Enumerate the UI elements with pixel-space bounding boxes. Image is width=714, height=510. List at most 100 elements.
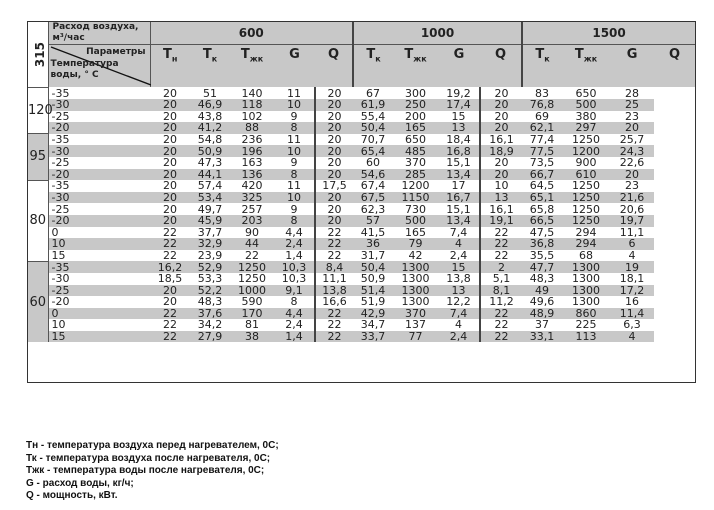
params-header: Параметры Температура воды, ° С bbox=[48, 44, 151, 88]
table-cell: 22 bbox=[314, 238, 353, 250]
table-cell: 48,3 bbox=[529, 272, 555, 286]
table-cell: 60 bbox=[366, 156, 380, 170]
table-cell: 16,1 bbox=[478, 203, 523, 215]
airflow-1000: 1000 bbox=[351, 22, 523, 46]
column-header: Tк bbox=[352, 44, 393, 88]
table-cell: 20,6 bbox=[619, 202, 645, 216]
table-cell: 17,4 bbox=[438, 99, 480, 111]
table-cell: 38 bbox=[230, 330, 274, 343]
table-cell: 22 bbox=[163, 248, 177, 262]
table-cell: 22 bbox=[478, 319, 523, 331]
table-row: -20 20 48,3 590 8 16,6 51,9 1300 12,2 11,2 49,6 130… bbox=[28, 296, 695, 308]
table-cell: 1300 bbox=[393, 261, 438, 273]
table-cell: 51,4 bbox=[353, 284, 393, 297]
table-cell: 17,5 bbox=[314, 180, 353, 192]
table-cell: 22 bbox=[150, 238, 190, 250]
water-temp-cell: 120 bbox=[28, 86, 53, 134]
table-cell: 2,4 bbox=[438, 330, 480, 343]
table-cell: 9 bbox=[290, 109, 298, 123]
table-cell: 1300 bbox=[401, 272, 430, 286]
table-cell: 81 bbox=[245, 318, 259, 332]
table-cell: 13 bbox=[438, 122, 480, 134]
table-cell: 18,5 bbox=[157, 272, 183, 286]
table-cell: 294 bbox=[575, 225, 597, 239]
column-header: Tк bbox=[521, 44, 563, 88]
table-row: 10 22 32,9 44 2,4 22 36 79 4 22 36,8 294 6 bbox=[28, 238, 695, 250]
table-cell: 50,4 bbox=[353, 122, 393, 134]
table-cell: 17,2 bbox=[610, 284, 655, 297]
table-cell: 22 bbox=[245, 248, 259, 262]
table-cell: 19,2 bbox=[446, 86, 471, 100]
column-symbol: T bbox=[240, 47, 250, 63]
table-cell: 62,3 bbox=[360, 202, 386, 216]
table-cell: 1200 bbox=[401, 179, 430, 193]
table-cell: 50,9 bbox=[360, 272, 386, 286]
table-cell: 500 bbox=[562, 99, 611, 111]
table-cell: 33,7 bbox=[353, 330, 393, 343]
table-cell: 18,4 bbox=[446, 132, 471, 146]
table-cell: 22 bbox=[314, 226, 353, 239]
table-row: 60 -35 16,2 52,9 1250 10,3 8,4 50,4 1300 15 2 47,7 1… bbox=[28, 260, 695, 343]
table-cell: -25 bbox=[51, 109, 70, 123]
table-cell: 25,7 bbox=[619, 132, 645, 146]
table-cell: 20 bbox=[163, 109, 177, 123]
table-cell: 20 bbox=[314, 133, 353, 146]
column-header: Tжк bbox=[230, 45, 274, 88]
table-cell: 22 bbox=[150, 330, 190, 343]
table-cell: 0 bbox=[51, 225, 59, 239]
table-row: 15 22 23,9 22 1,4 22 31,7 42 2,4 22 35,5 68 4 bbox=[28, 248, 695, 262]
table-row: -30 20 46,9 118 10 20 61,9 250 17,4 20 76,8 500 25 bbox=[28, 99, 695, 111]
table-cell: 15 bbox=[438, 261, 480, 273]
table-row: 10 22 34,2 81 2,4 22 34,7 137 4 22 37 225 6,3 bbox=[28, 319, 695, 331]
table-cell: 297 bbox=[562, 122, 611, 134]
table-cell: 22 bbox=[314, 249, 353, 262]
table-cell: 21,6 bbox=[610, 191, 655, 204]
table-cell: 51,9 bbox=[360, 295, 386, 309]
table-row: 80 -35 20 57,4 420 11 17,5 67,4 1200 17 10 64,5 1250… bbox=[28, 179, 695, 262]
table-cell: 62,1 bbox=[522, 122, 563, 134]
table-cell: 22 bbox=[314, 330, 353, 343]
column-header: Q bbox=[480, 45, 522, 88]
table-row: -25 20 52,2 1000 9,1 13,8 51,4 1300 13 8,1 49 1300 1… bbox=[28, 284, 695, 297]
table-cell: 2,4 bbox=[274, 238, 315, 250]
table-cell: 113 bbox=[562, 330, 611, 343]
table-cell: 11,2 bbox=[478, 296, 523, 308]
table-row: -30 20 53,4 325 10 20 67,5 1150 16,7 13 65,1 1250 21… bbox=[28, 191, 695, 204]
table-cell: 66,5 bbox=[522, 214, 563, 227]
table-cell: 11 bbox=[287, 132, 301, 146]
table-cell: 51 bbox=[203, 86, 217, 100]
table-cell: 37 bbox=[535, 318, 550, 332]
table-cell: 370 bbox=[393, 307, 438, 320]
table-cell: 15 bbox=[51, 248, 66, 262]
table-cell: 67 bbox=[366, 86, 380, 100]
table-cell: 41,5 bbox=[360, 225, 386, 239]
table-cell: 1250 bbox=[572, 132, 601, 146]
table-cell: 22 bbox=[314, 319, 353, 331]
legend-item: Тк - температура воздуха после нагревате… bbox=[26, 452, 271, 464]
table-cell: 13,4 bbox=[438, 168, 480, 181]
table-cell: 20 bbox=[314, 191, 353, 204]
table-cell: 22 bbox=[478, 330, 523, 343]
table-row: -25 20 43,8 102 9 20 55,4 200 15 20 69 380 23 bbox=[28, 109, 695, 123]
table-cell: 55,4 bbox=[360, 109, 386, 123]
table-cell: -25 bbox=[51, 202, 70, 216]
table-cell: -20 bbox=[48, 214, 150, 227]
table-row: 0 22 37,6 170 4,4 22 42,9 370 7,4 22 48,9 860 11,4 bbox=[28, 307, 695, 320]
column-symbol: G bbox=[453, 47, 465, 63]
table-cell: 16,8 bbox=[438, 145, 480, 157]
table-cell: 37,7 bbox=[197, 225, 223, 239]
table-cell: 20 bbox=[610, 168, 655, 181]
table-cell: -20 bbox=[51, 295, 70, 309]
table-cell: -25 bbox=[51, 156, 70, 170]
table-cell: 1300 bbox=[562, 261, 611, 273]
table-cell: 4 bbox=[628, 248, 636, 262]
table-cell: 4,4 bbox=[274, 307, 315, 320]
table-row: 15 22 27,9 38 1,4 22 33,7 77 2,4 22 33,1 113 4 bbox=[28, 330, 695, 343]
table-cell: 23 bbox=[625, 179, 640, 193]
table-cell: 20 bbox=[150, 191, 190, 204]
table-cell: 10 bbox=[274, 99, 315, 111]
table-cell: 20 bbox=[163, 156, 177, 170]
table-cell: 11,1 bbox=[314, 272, 353, 285]
table-cell: 20 bbox=[150, 168, 190, 181]
table-cell: 52,9 bbox=[190, 261, 230, 273]
